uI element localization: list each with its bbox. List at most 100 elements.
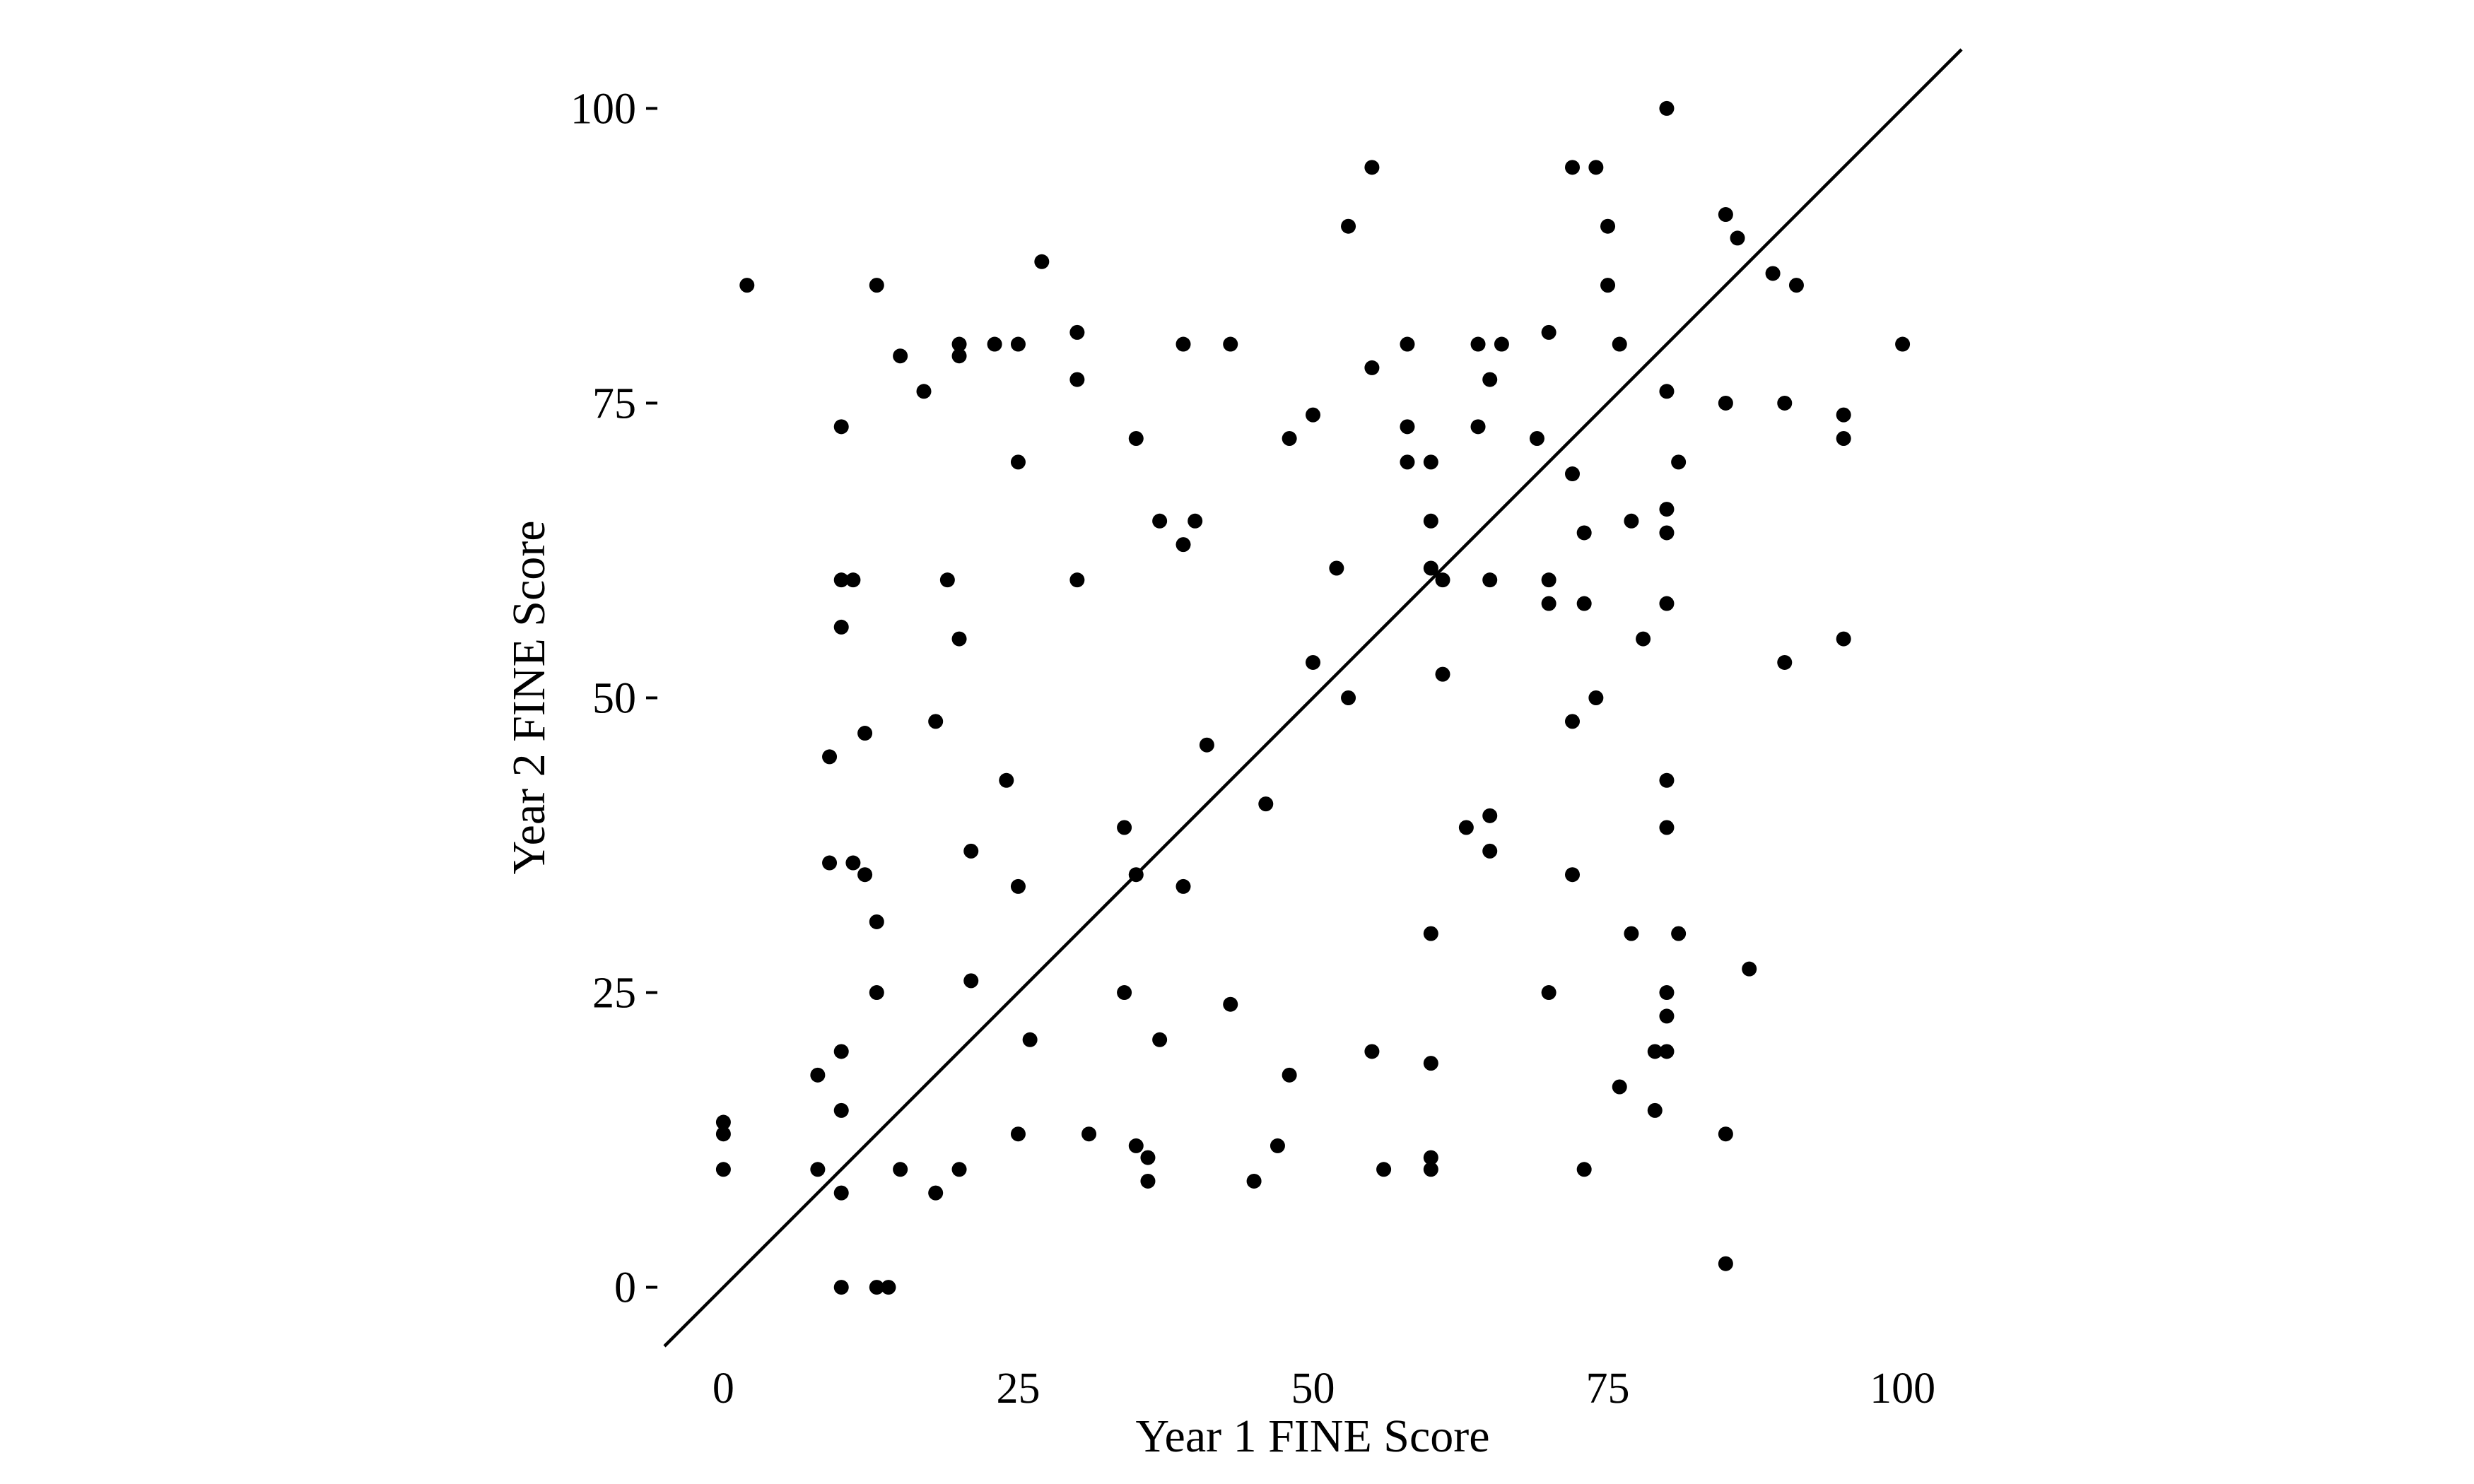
data-point [1223, 996, 1238, 1012]
y-tick-label: 25 [592, 970, 636, 1018]
data-point [1282, 431, 1297, 446]
data-point [810, 1162, 826, 1177]
data-point [833, 572, 849, 588]
data-point [1588, 690, 1604, 705]
data-point [1140, 1150, 1156, 1165]
data-point [1565, 867, 1580, 883]
data-point [1199, 737, 1214, 753]
data-point [1128, 1138, 1144, 1153]
data-point [1482, 372, 1498, 387]
y-tick-label: 50 [592, 675, 636, 723]
data-point [857, 726, 873, 741]
data-point [1223, 336, 1238, 352]
data-point [1270, 1138, 1285, 1153]
data-point [1364, 360, 1380, 375]
data-point [1588, 160, 1604, 175]
data-point [833, 1280, 849, 1295]
data-point [1423, 513, 1438, 529]
data-point [1470, 336, 1486, 352]
data-point [1458, 820, 1474, 835]
data-point [1836, 407, 1851, 423]
data-point [1624, 513, 1639, 529]
identity-line [663, 48, 1963, 1348]
data-point [1423, 454, 1438, 470]
data-point [1494, 336, 1509, 352]
data-point [1718, 207, 1733, 223]
data-point [833, 1044, 849, 1059]
data-point [1400, 419, 1415, 435]
data-point [1659, 525, 1675, 541]
data-point [1435, 666, 1450, 682]
data-point [1034, 254, 1050, 269]
data-point [893, 1162, 908, 1177]
data-point [951, 631, 967, 647]
data-point [1565, 714, 1580, 729]
data-point [1777, 395, 1793, 411]
data-point [939, 572, 955, 588]
data-point [1659, 820, 1675, 835]
data-point [833, 419, 849, 435]
data-point [893, 348, 908, 364]
data-point [1341, 690, 1356, 705]
data-point [1565, 160, 1580, 175]
data-point [715, 1162, 731, 1177]
data-point [999, 772, 1014, 788]
data-point [1069, 372, 1085, 387]
data-point [1624, 926, 1639, 941]
data-point [1117, 985, 1132, 1001]
data-point [1069, 572, 1085, 588]
data-point [1341, 218, 1356, 234]
data-point [1659, 502, 1675, 517]
data-point [1788, 278, 1804, 293]
y-tick-label: 0 [614, 1264, 636, 1312]
data-point [1730, 230, 1745, 246]
data-point [1576, 1162, 1592, 1177]
y-axis: 0 25 50 75 100 [570, 85, 657, 1312]
data-point [1246, 1173, 1262, 1189]
data-point [1600, 278, 1616, 293]
y-axis-title: Year 2 FINE Score [503, 520, 555, 874]
data-point [1659, 1044, 1675, 1059]
data-point [1765, 266, 1781, 281]
data-point [1565, 466, 1580, 482]
identity-line-layer [663, 48, 1963, 1348]
data-point [987, 336, 1002, 352]
data-point [845, 855, 861, 871]
data-point [951, 336, 967, 352]
data-point [1176, 336, 1191, 352]
data-point [1423, 1162, 1438, 1177]
data-point [1659, 1008, 1675, 1024]
data-point [833, 619, 849, 635]
data-point [1140, 1173, 1156, 1189]
data-point [715, 1126, 731, 1142]
data-point [1423, 1056, 1438, 1071]
data-point [1152, 1032, 1168, 1047]
data-point [1836, 631, 1851, 647]
data-point [822, 855, 838, 871]
x-axis-title: Year 1 FINE Score [1135, 1411, 1489, 1462]
data-point [1022, 1032, 1038, 1047]
data-point [1306, 407, 1320, 423]
data-point [715, 1114, 731, 1130]
data-point [1435, 572, 1450, 588]
data-point [1671, 454, 1687, 470]
data-point [916, 384, 932, 399]
data-point [1282, 1067, 1297, 1083]
data-point [1152, 513, 1168, 529]
data-point [1777, 654, 1793, 670]
data-point [1423, 560, 1438, 576]
data-point [869, 914, 884, 929]
data-point [1659, 100, 1675, 116]
data-point [1010, 454, 1026, 470]
data-point [1128, 867, 1144, 883]
x-axis: 0 25 50 75 100 [713, 1365, 1935, 1413]
data-point [1128, 431, 1144, 446]
data-point [1636, 631, 1651, 647]
data-point [1541, 572, 1556, 588]
data-point [1612, 336, 1627, 352]
data-point [1258, 796, 1274, 812]
data-point [1718, 1126, 1733, 1142]
data-point [822, 749, 838, 765]
data-point [1659, 985, 1675, 1001]
data-point [845, 572, 861, 588]
